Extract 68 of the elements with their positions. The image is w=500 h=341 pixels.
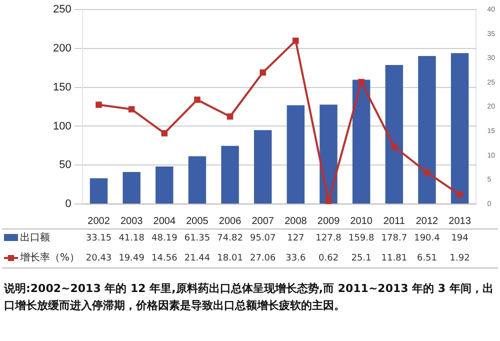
bar xyxy=(221,146,239,204)
data-label: 127.8 xyxy=(316,233,342,244)
data-label: 19.49 xyxy=(118,253,145,264)
data-label: 194 xyxy=(451,233,469,244)
data-label: 21.44 xyxy=(184,253,210,264)
bar xyxy=(450,53,469,204)
data-label: 18.01 xyxy=(217,253,243,264)
x-tick-label: 2013 xyxy=(448,216,472,227)
data-label: 1.92 xyxy=(450,253,470,264)
data-label: 61.35 xyxy=(184,233,210,244)
data-label: 178.7 xyxy=(381,233,408,244)
bar xyxy=(286,105,305,204)
x-tick-label: 2003 xyxy=(120,216,144,227)
text: 说明:2002~2013 年的 12 年里,原料药出口总体呈现增长态势,而 2011~2013 年的 3 年间，出口增长放缓而进入停滞期，价格因素是导致出口总额增长疲软的主因。 xyxy=(2,281,494,314)
point xyxy=(260,69,266,76)
data-label: 6.51 xyxy=(416,253,438,264)
point xyxy=(194,96,200,103)
bar xyxy=(156,166,174,204)
point xyxy=(424,169,430,176)
bar xyxy=(188,156,206,204)
point xyxy=(128,106,135,112)
bar xyxy=(122,172,140,204)
x-tick-label: 2005 xyxy=(186,216,209,227)
legend-label: 出口额 xyxy=(20,232,50,244)
data-label: 14.56 xyxy=(152,253,178,264)
data-label: 190.4 xyxy=(414,233,440,244)
point xyxy=(391,143,398,150)
data-label: 159.8 xyxy=(348,233,374,244)
data-label: 0.62 xyxy=(318,253,339,264)
point xyxy=(292,38,299,44)
x-tick-label: 2007 xyxy=(252,216,274,227)
bar xyxy=(90,178,108,204)
data-label: 25.1 xyxy=(351,253,372,264)
y-tick-label: 100 xyxy=(52,120,72,132)
data-label: 41.18 xyxy=(118,233,145,244)
point xyxy=(456,192,463,198)
point xyxy=(358,78,364,86)
x-tick-label: 2006 xyxy=(218,216,242,227)
data-label: 20.43 xyxy=(86,253,112,264)
bar xyxy=(418,56,436,204)
data-label: 95.07 xyxy=(250,233,276,244)
y-tick-label: 50 xyxy=(59,159,72,172)
point xyxy=(226,113,234,120)
x-tick-label: 2002 xyxy=(88,216,110,227)
point xyxy=(325,198,332,204)
x-tick-label: 2008 xyxy=(284,216,308,227)
data-label: 11.81 xyxy=(381,253,408,264)
y-tick-label: 200 xyxy=(52,42,72,55)
x-tick-label: 2010 xyxy=(350,216,373,227)
legend-label: 增长率（%） xyxy=(19,252,80,264)
data-label: 48.19 xyxy=(152,233,178,244)
point xyxy=(96,102,102,108)
data-label: 27.06 xyxy=(250,253,276,264)
x-tick-label: 2009 xyxy=(317,216,340,227)
x-tick-label: 2004 xyxy=(153,216,176,227)
y-tick-label: 250 xyxy=(52,4,72,16)
y-tick-label: 0 xyxy=(65,198,72,210)
x-tick-label: 2011 xyxy=(383,216,406,227)
data-label: 33.6 xyxy=(286,253,306,264)
y-tick-label: 150 xyxy=(52,81,72,94)
bar xyxy=(254,130,272,204)
bar xyxy=(352,80,370,204)
x-tick-label: 2012 xyxy=(416,216,439,227)
point xyxy=(161,130,168,136)
data-label: 127 xyxy=(287,233,304,244)
bar xyxy=(385,65,404,204)
data-label: 33.15 xyxy=(86,233,112,244)
data-label: 74.82 xyxy=(217,233,243,244)
